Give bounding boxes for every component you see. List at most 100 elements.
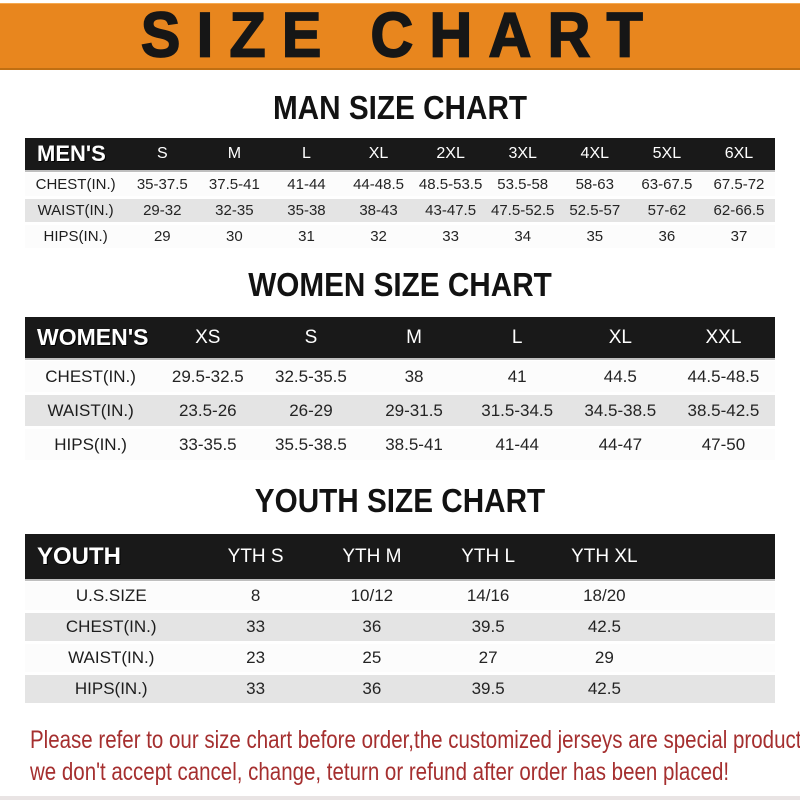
youth-data-cell: 14/16 (466, 586, 510, 605)
youth-data-cell: 39.5 (471, 679, 505, 698)
women-table-row: CHEST(IN.) 29.5-32.5 32.5-35.5 38 41 44.5 44.5… (25, 361, 775, 392)
youth-data-cell: 27 (478, 648, 498, 667)
women-row-label: WAIST(IN.) (47, 400, 134, 420)
banner: SIZE CHART (0, 3, 800, 70)
women-data-cell: 38.5-41 (385, 434, 443, 454)
youth-data-cell: 42.5 (587, 679, 621, 698)
women-size-column-header: L (511, 326, 523, 348)
men-table-header-row: MEN'S S M L XL 2XL 3XL 4XL 5XL 6XL (25, 138, 775, 170)
women-data-cell: 29.5-32.5 (171, 366, 244, 386)
youth-size-column-header: YTH M (342, 545, 402, 567)
men-data-cell: 35 (586, 228, 604, 245)
size-chart-section-youth: YOUTH SIZE CHART YOUTH YTH S YTH M YTH L YTH … (0, 484, 800, 703)
youth-row-label: U.S.SIZE (75, 586, 147, 605)
men-data-cell: 44-48.5 (353, 176, 404, 193)
youth-data-cell: 25 (362, 648, 382, 667)
men-data-cell: 43-47.5 (425, 202, 477, 219)
notice-line-2: we don't accept cancel, change, teturn o… (30, 758, 730, 786)
bottom-strip (0, 796, 800, 800)
men-size-column-header: 4XL (580, 145, 610, 162)
youth-data-cell: 8 (250, 586, 261, 605)
women-data-cell: 44.5 (603, 366, 637, 386)
men-data-cell: 35-38 (287, 202, 326, 219)
men-size-column-header: 5XL (652, 145, 682, 162)
women-table-header-row: WOMEN'S XS S M L XL XXL (25, 317, 775, 358)
youth-data-cell: 36 (362, 617, 382, 636)
section-title-men: MAN SIZE CHART (272, 89, 528, 126)
youth-table-header-row: YOUTH YTH S YTH M YTH L YTH XL (25, 534, 775, 579)
men-data-cell: 52.5-57 (569, 202, 621, 219)
men-size-column-header: 6XL (724, 145, 754, 162)
youth-size-column-header: YTH L (461, 545, 516, 567)
men-data-cell: 37.5-41 (208, 176, 260, 193)
women-size-column-header: XS (195, 326, 221, 348)
men-size-column-header: 3XL (508, 145, 537, 162)
women-size-column-header: XL (608, 326, 632, 348)
men-table-row: WAIST(IN.) 29-32 32-35 35-38 38-43 43-47.5 47.… (25, 199, 775, 222)
women-data-cell: 35.5-38.5 (275, 434, 347, 454)
men-data-cell: 36 (658, 228, 676, 245)
youth-data-cell: 33 (246, 679, 266, 698)
women-row-label: HIPS(IN.) (54, 434, 127, 454)
men-size-table: MEN'S S M L XL 2XL 3XL 4XL 5XL 6XL CHEST(IN.) 35-37… (25, 138, 775, 248)
women-row-label: CHEST(IN.) (45, 366, 136, 386)
women-data-cell: 23.5-26 (178, 400, 237, 420)
men-table-row: CHEST(IN.) 35-37.5 37.5-41 41-44 44-48.5 48.5… (25, 173, 775, 196)
youth-size-column-header: YTH XL (571, 545, 638, 567)
women-data-cell: 29-31.5 (385, 400, 443, 420)
youth-table-row: HIPS(IN.) 33 36 39.5 42.5 (25, 675, 775, 703)
men-data-cell: 30 (226, 228, 243, 245)
youth-table-row: U.S.SIZE 8 10/12 14/16 18/20 (25, 582, 775, 610)
men-data-cell: 57-62 (647, 202, 687, 219)
men-data-cell: 33 (442, 228, 459, 245)
section-title-youth: YOUTH SIZE CHART (254, 482, 546, 519)
youth-table-row: WAIST(IN.) 23 25 27 29 (25, 644, 775, 672)
youth-data-cell: 29 (594, 648, 614, 667)
women-data-cell: 41 (507, 366, 527, 386)
women-data-cell: 26-29 (289, 400, 333, 420)
women-size-column-header: XXL (705, 326, 742, 348)
size-chart-section-women: WOMEN SIZE CHART WOMEN'S XS S M L XL XXL CHEST(I… (0, 268, 800, 460)
men-data-cell: 32 (370, 228, 387, 245)
tables-container: MAN SIZE CHART MEN'S S M L XL 2XL 3XL 4XL 5XL 6XL C… (0, 91, 800, 703)
footer-notice: Please refer to our size chart before or… (30, 724, 800, 788)
men-data-cell: 29-32 (143, 202, 182, 219)
men-data-cell: 58-63 (575, 176, 614, 193)
men-data-cell: 29 (153, 228, 171, 245)
section-title-women: WOMEN SIZE CHART (248, 266, 552, 303)
page-title: SIZE CHART (140, 0, 660, 71)
women-data-cell: 31.5-34.5 (481, 400, 554, 420)
men-data-cell: 31 (298, 228, 315, 245)
youth-data-cell: 18/20 (583, 586, 626, 605)
youth-data-cell: 42.5 (587, 617, 621, 636)
women-data-cell: 34.5-38.5 (584, 400, 657, 420)
men-size-column-header: M (227, 145, 242, 162)
men-data-cell: 37 (730, 228, 748, 245)
women-data-cell: 33-35.5 (178, 434, 237, 454)
youth-row-label: HIPS(IN.) (74, 679, 148, 698)
youth-header-label: YOUTH (37, 542, 121, 570)
men-size-column-header: 2XL (436, 145, 465, 162)
size-chart-section-men: MAN SIZE CHART MEN'S S M L XL 2XL 3XL 4XL 5XL 6XL C… (0, 91, 800, 248)
youth-row-label: WAIST(IN.) (68, 648, 155, 667)
men-size-column-header: S (156, 145, 168, 162)
men-data-cell: 32-35 (215, 202, 254, 219)
youth-row-label: CHEST(IN.) (65, 617, 157, 636)
youth-data-cell: 10/12 (350, 586, 394, 605)
women-data-cell: 44-47 (598, 434, 643, 454)
women-data-cell: 44.5-48.5 (687, 366, 760, 386)
men-data-cell: 35-37.5 (136, 176, 188, 193)
women-data-cell: 47-50 (701, 434, 746, 454)
men-table-row: HIPS(IN.) 29 30 31 32 33 34 35 36 37 (25, 225, 775, 248)
women-table-row: HIPS(IN.) 33-35.5 35.5-38.5 38.5-41 41-44 44-… (25, 429, 775, 460)
youth-size-table: YOUTH YTH S YTH M YTH L YTH XL U.S.SIZE 8 10/12… (25, 534, 775, 703)
men-row-label: HIPS(IN.) (43, 228, 108, 245)
notice-line-1: Please refer to our size chart before or… (30, 726, 800, 754)
men-row-label: CHEST(IN.) (35, 176, 116, 193)
men-size-column-header: L (302, 145, 311, 162)
men-data-cell: 53.5-58 (497, 176, 549, 193)
size-chart-page: SIZE CHART MAN SIZE CHART MEN'S S M L XL 2XL 3X… (0, 3, 800, 800)
youth-data-cell: 33 (246, 617, 266, 636)
women-size-table: WOMEN'S XS S M L XL XXL CHEST(IN.) 29.5-32.5 32.5… (25, 317, 775, 460)
youth-data-cell: 23 (246, 648, 266, 667)
